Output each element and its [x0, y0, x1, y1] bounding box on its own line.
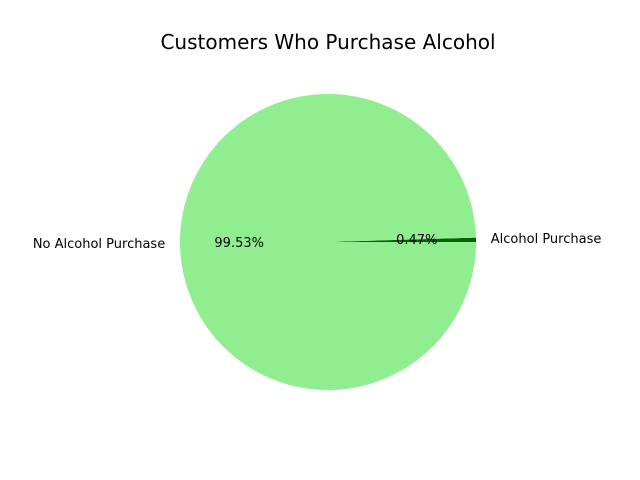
- pie-labels: Alcohol Purchase 0.47% No Alcohol Purchase…: [33, 232, 602, 252]
- chart-title: Customers Who Purchase Alcohol: [160, 30, 495, 54]
- slice-pct-label-1: 99.53%: [214, 236, 264, 251]
- pie-slice-no-alcohol-purchase: [180, 93, 476, 390]
- slice-label-0: Alcohol Purchase: [491, 232, 602, 247]
- slice-label-1: No Alcohol Purchase: [33, 237, 165, 252]
- slice-pct-label-0: 0.47%: [396, 233, 437, 248]
- pie-slice-alcohol-purchase: [328, 237, 476, 242]
- pie-slices: [180, 93, 476, 390]
